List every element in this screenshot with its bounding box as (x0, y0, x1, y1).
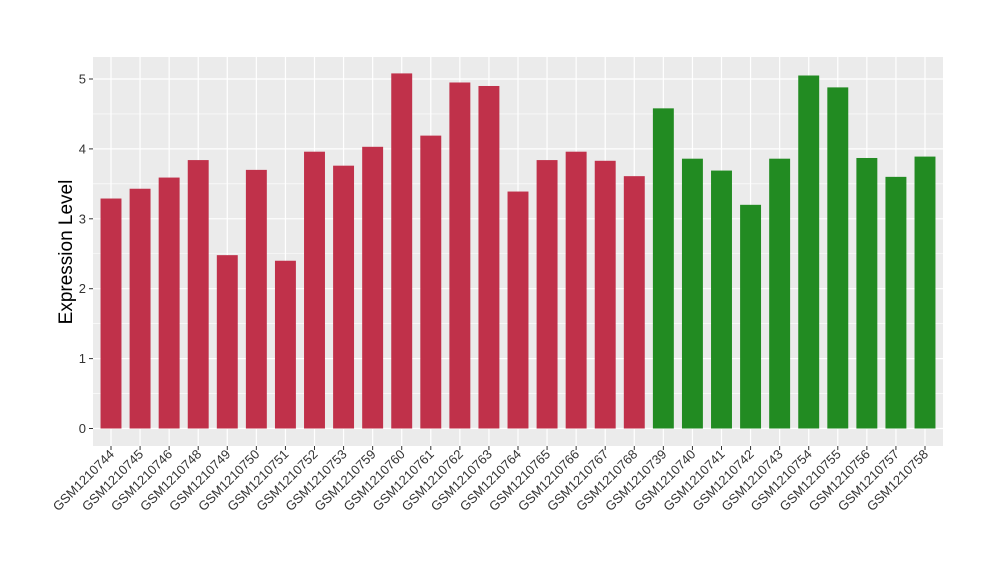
bar-GSM1210758 (914, 156, 936, 429)
bar-GSM1210760 (391, 73, 413, 429)
bar-GSM1210751 (274, 260, 296, 429)
y-tick-label: 0 (79, 421, 86, 436)
y-tick-label: 2 (79, 281, 86, 296)
bar-GSM1210748 (187, 160, 209, 429)
bar-GSM1210754 (798, 75, 820, 429)
x-axis: GSM1210744GSM1210745GSM1210746GSM1210748… (50, 446, 931, 514)
bar-GSM1210766 (565, 151, 587, 429)
y-tick-label: 3 (79, 211, 86, 226)
bar-GSM1210741 (711, 170, 732, 429)
bar-GSM1210740 (681, 158, 703, 429)
bar-GSM1210763 (478, 85, 500, 429)
bar-GSM1210762 (449, 82, 471, 429)
bar-GSM1210767 (594, 160, 616, 429)
y-tick-label: 4 (79, 141, 86, 156)
bar-GSM1210739 (652, 108, 674, 429)
bar-GSM1210755 (827, 87, 849, 429)
bar-GSM1210761 (420, 135, 442, 429)
bar-GSM1210768 (623, 176, 645, 429)
bar-GSM1210752 (304, 151, 325, 429)
bar-GSM1210749 (216, 255, 238, 429)
bar-GSM1210742 (740, 204, 762, 429)
y-axis: 0 1 2 3 4 5 (79, 72, 93, 436)
y-tick-label: 5 (79, 72, 86, 87)
bar-GSM1210753 (333, 165, 355, 429)
bar-GSM1210750 (245, 169, 267, 429)
bar-GSM1210745 (129, 188, 151, 429)
bar-GSM1210756 (856, 157, 878, 429)
bar-GSM1210743 (769, 158, 791, 429)
bar-GSM1210765 (536, 160, 558, 429)
bar-GSM1210757 (885, 176, 907, 429)
bar-GSM1210744 (100, 198, 122, 429)
bars (100, 73, 936, 429)
y-tick-label: 1 (79, 351, 86, 366)
bar-GSM1210764 (507, 191, 529, 429)
bar-GSM1210746 (158, 177, 180, 429)
y-axis-title: Expression Level (56, 180, 77, 325)
bar-GSM1210759 (362, 146, 384, 429)
